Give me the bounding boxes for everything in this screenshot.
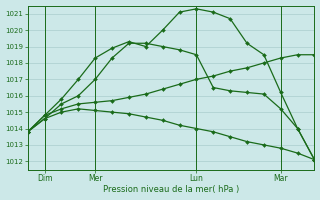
X-axis label: Pression niveau de la mer( hPa ): Pression niveau de la mer( hPa )	[103, 185, 239, 194]
